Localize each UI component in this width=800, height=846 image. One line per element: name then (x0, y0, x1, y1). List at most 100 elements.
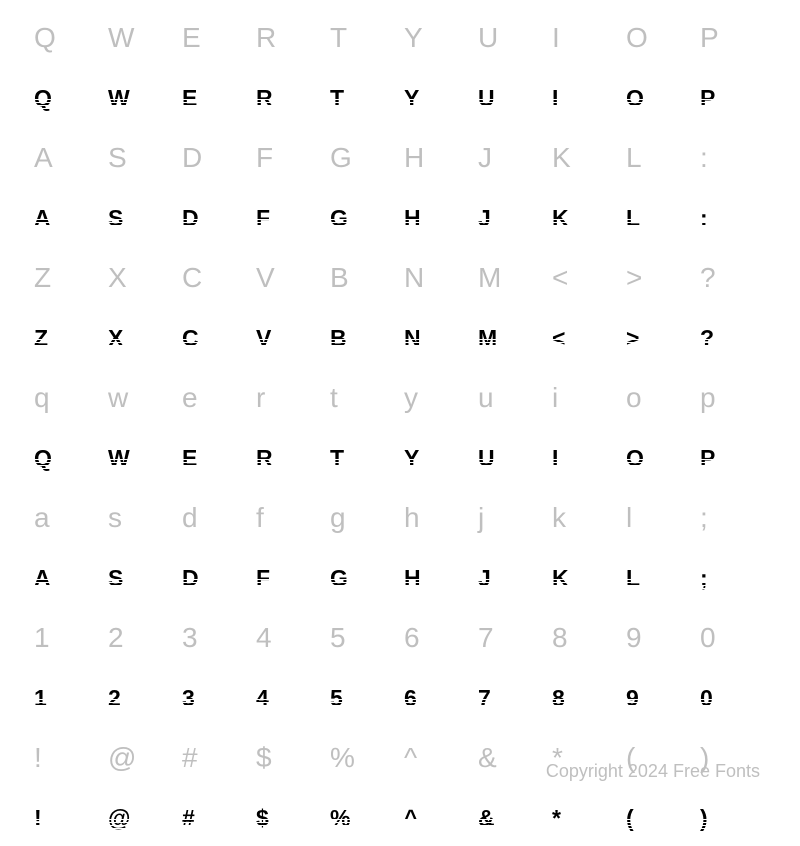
reference-cell: f (252, 490, 326, 546)
sample-glyph: ^ (404, 805, 417, 831)
reference-cell: R (252, 10, 326, 66)
sample-glyph-wrap: 0 (700, 685, 713, 712)
reference-glyph: W (108, 22, 134, 54)
sample-cell: M (474, 310, 548, 366)
sample-glyph-wrap: T (330, 85, 344, 112)
reference-cell: J (474, 130, 548, 186)
sample-glyph: L (626, 565, 640, 591)
sample-glyph-wrap: 8 (552, 685, 565, 712)
sample-cell: B (326, 310, 400, 366)
sample-glyph: F (256, 205, 270, 231)
reference-glyph: Z (34, 262, 51, 294)
sample-glyph-wrap: H (404, 205, 421, 232)
sample-glyph: R (256, 85, 273, 111)
reference-glyph: S (108, 142, 127, 174)
reference-glyph: y (404, 382, 418, 414)
reference-glyph: t (330, 382, 338, 414)
sample-glyph-wrap: ^ (404, 805, 417, 832)
sample-glyph: < (552, 325, 565, 351)
sample-glyph: 1 (34, 685, 47, 711)
reference-glyph: 5 (330, 622, 346, 654)
sample-glyph-wrap: A (34, 205, 51, 232)
sample-cell: & (474, 790, 548, 846)
reference-glyph: 7 (478, 622, 494, 654)
sample-glyph: * (552, 805, 561, 831)
sample-glyph: A (34, 565, 51, 591)
reference-cell: ? (696, 250, 770, 306)
sample-cell: L (622, 550, 696, 606)
reference-glyph: M (478, 262, 501, 294)
sample-cell: 1 (30, 670, 104, 726)
reference-cell: C (178, 250, 252, 306)
sample-glyph: F (256, 565, 270, 591)
sample-cell: ! (30, 790, 104, 846)
reference-glyph: I (552, 22, 560, 54)
sample-glyph-wrap: Q (34, 85, 52, 112)
reference-glyph: p (700, 382, 716, 414)
sample-cell: T (326, 70, 400, 126)
sample-glyph: 5 (330, 685, 343, 711)
sample-cell: 9 (622, 670, 696, 726)
sample-cell: > (622, 310, 696, 366)
reference-cell: # (178, 730, 252, 786)
sample-cell: J (474, 190, 548, 246)
reference-glyph: i (552, 382, 558, 414)
sample-glyph-wrap: L (626, 565, 640, 592)
sample-cell: # (178, 790, 252, 846)
reference-glyph: r (256, 382, 265, 414)
sample-cell: I (548, 430, 622, 486)
reference-glyph: < (552, 262, 568, 294)
sample-glyph-wrap: F (256, 205, 270, 232)
sample-glyph-wrap: P (700, 85, 715, 112)
sample-glyph: 4 (256, 685, 269, 711)
reference-cell: F (252, 130, 326, 186)
sample-glyph: ? (700, 325, 714, 351)
sample-glyph-wrap: I (552, 445, 558, 472)
sample-glyph-wrap: E (182, 85, 197, 112)
sample-glyph-wrap: : (700, 205, 708, 232)
reference-cell: O (622, 10, 696, 66)
sample-glyph: H (404, 205, 421, 231)
sample-glyph-wrap: 7 (478, 685, 491, 712)
reference-cell: 8 (548, 610, 622, 666)
sample-cell: P (696, 430, 770, 486)
sample-glyph-wrap: S (108, 205, 123, 232)
reference-glyph: U (478, 22, 498, 54)
sample-cell: Q (30, 70, 104, 126)
reference-glyph: Y (404, 22, 423, 54)
reference-glyph: 6 (404, 622, 420, 654)
reference-cell: q (30, 370, 104, 426)
sample-glyph-wrap: G (330, 205, 348, 232)
sample-cell: ( (622, 790, 696, 846)
sample-cell: 0 (696, 670, 770, 726)
sample-glyph: T (330, 85, 344, 111)
reference-glyph: ; (700, 502, 708, 534)
sample-glyph-wrap: ? (700, 325, 714, 352)
sample-glyph: G (330, 205, 348, 231)
sample-glyph-wrap: Y (404, 445, 419, 472)
sample-cell: 5 (326, 670, 400, 726)
copyright-text: Copyright 2024 Free Fonts (546, 761, 760, 782)
sample-glyph: P (700, 85, 715, 111)
sample-glyph-wrap: V (256, 325, 271, 352)
reference-cell: P (696, 10, 770, 66)
sample-glyph: D (182, 565, 199, 591)
reference-glyph: D (182, 142, 202, 174)
sample-cell: Q (30, 430, 104, 486)
reference-cell: U (474, 10, 548, 66)
reference-glyph: J (478, 142, 492, 174)
sample-glyph: W (108, 445, 130, 471)
sample-cell: O (622, 430, 696, 486)
sample-cell: ? (696, 310, 770, 366)
sample-glyph: $ (256, 805, 269, 831)
reference-glyph: A (34, 142, 53, 174)
sample-cell: Y (400, 70, 474, 126)
sample-glyph: % (330, 805, 350, 831)
reference-glyph: N (404, 262, 424, 294)
sample-glyph: 8 (552, 685, 565, 711)
sample-glyph-wrap: ; (700, 565, 708, 592)
sample-glyph: > (626, 325, 639, 351)
sample-cell: 6 (400, 670, 474, 726)
reference-glyph: X (108, 262, 127, 294)
sample-cell: R (252, 70, 326, 126)
